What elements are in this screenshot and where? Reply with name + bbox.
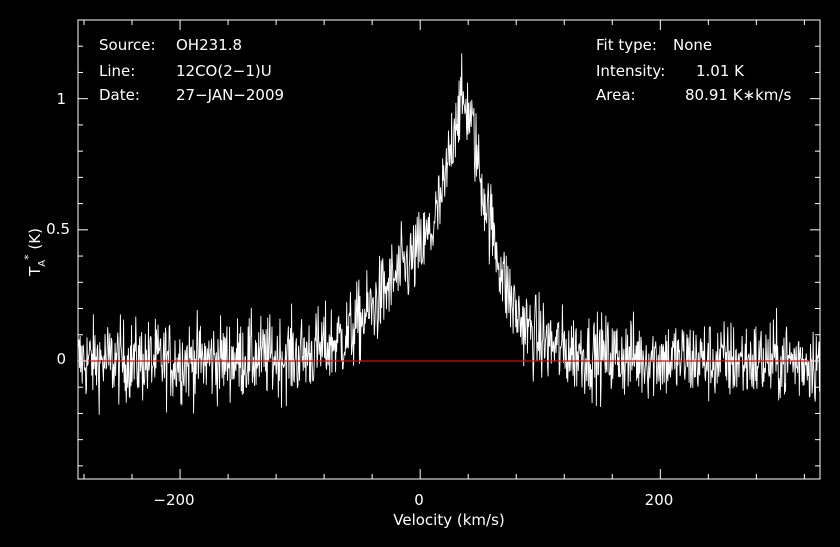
x-tick-label: −200: [153, 491, 194, 509]
fit-type-key: Fit type:: [596, 36, 657, 54]
area-key: Area:: [596, 86, 636, 104]
intensity-key: Intensity:: [596, 62, 665, 80]
spectrum-trace-layer: [77, 53, 821, 415]
plot-frame: [77, 19, 821, 480]
x-tick-label: 0: [414, 491, 424, 509]
y-axis-label-unit: (K): [26, 228, 44, 254]
intensity-value: 1.01 K: [696, 62, 745, 80]
x-axis-label: Velocity (km/s): [393, 511, 504, 529]
y-axis-label-sub: A: [37, 260, 48, 267]
fit-type-value: None: [673, 36, 712, 54]
date-value: 27−JAN−2009: [176, 86, 284, 104]
axis-ticks: [78, 20, 820, 479]
source-key: Source:: [99, 36, 156, 54]
y-tick-label: 1: [56, 90, 66, 108]
y-tick-label: 0.5: [46, 220, 70, 238]
date-key: Date:: [99, 86, 140, 104]
source-value: OH231.8: [176, 36, 242, 54]
line-key: Line:: [99, 62, 135, 80]
y-tick-label: 0: [56, 350, 66, 368]
y-axis-label-sup: *: [22, 254, 35, 260]
x-tick-label: 200: [645, 491, 674, 509]
y-axis-label-t: T: [26, 266, 44, 277]
spectrum-series-line: [77, 53, 821, 415]
y-axis-label: TA* (K): [22, 228, 48, 277]
area-value: 80.91 K∗km/s: [685, 86, 791, 104]
line-value: 12CO(2−1)U: [176, 62, 272, 80]
